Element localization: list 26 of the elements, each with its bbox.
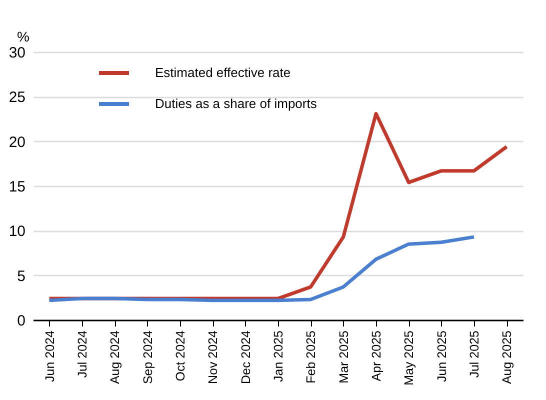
x-tick-label: Sep 2024 [140, 330, 155, 384]
x-tick-label: Mar 2025 [336, 330, 351, 384]
legend-label: Duties as a share of imports [155, 96, 318, 111]
x-tick-label: Jul 2025 [468, 330, 482, 378]
x-tick-label: Aug 2024 [108, 330, 122, 384]
x-tick-label: Nov 2024 [206, 330, 220, 384]
x-tick-label: Feb 2025 [304, 330, 318, 384]
y-tick-label: 25 [8, 89, 26, 106]
legend-label: Estimated effective rate [155, 65, 291, 80]
y-axis-title: % [17, 28, 30, 44]
line-series [48, 235, 476, 302]
x-tick-label: Jun 2025 [434, 330, 449, 382]
x-tick-label: Jan 2025 [272, 330, 286, 382]
y-tick-label: 0 [17, 312, 26, 330]
x-tick-label: Jun 2024 [42, 330, 57, 382]
x-tick-label: Aug 2025 [500, 330, 514, 384]
x-tick-label: May 2025 [402, 330, 416, 386]
x-tick-label: Jul 2024 [76, 330, 90, 378]
y-tick-label: 5 [17, 268, 26, 285]
y-tick-label: 15 [8, 178, 26, 196]
x-tick-label: Apr 2025 [370, 330, 384, 382]
y-tick-label: 30 [8, 44, 26, 62]
x-tick-label: Dec 2024 [238, 330, 253, 384]
x-tick-label: Oct 2024 [174, 330, 188, 382]
y-tick-label: 20 [8, 134, 26, 151]
y-tick-label: 10 [8, 223, 26, 240]
